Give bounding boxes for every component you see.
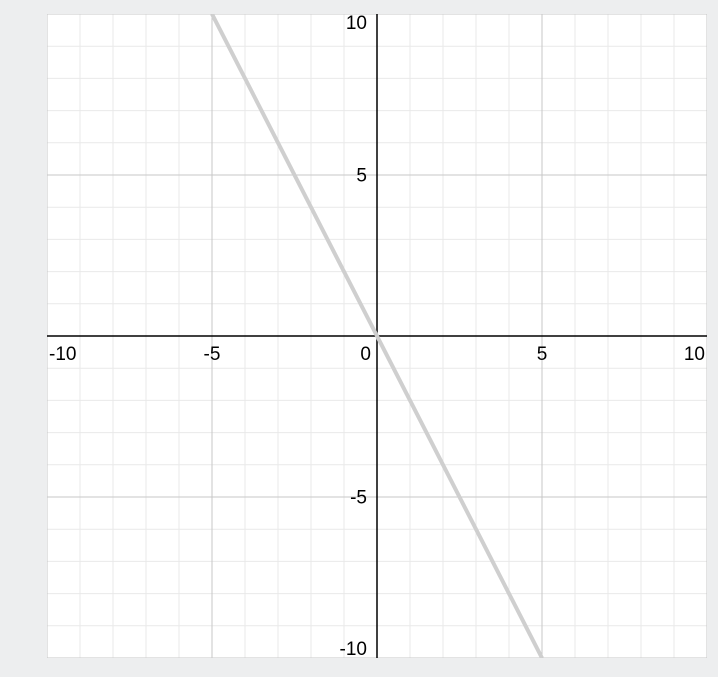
chart-plot-area: -10 -5 0 5 10 10 5 -5 -10 bbox=[47, 14, 707, 658]
x-tick-label: 10 bbox=[684, 344, 705, 365]
y-tick-label: -5 bbox=[350, 488, 367, 509]
x-tick-label: -5 bbox=[204, 344, 221, 365]
y-tick-label: 5 bbox=[356, 166, 367, 187]
x-tick-label: 0 bbox=[360, 344, 371, 365]
y-tick-label: 10 bbox=[346, 14, 367, 34]
chart-svg: -10 -5 0 5 10 10 5 -5 -10 bbox=[47, 14, 707, 658]
x-tick-label: -10 bbox=[49, 344, 76, 365]
x-tick-label: 5 bbox=[537, 344, 548, 365]
y-tick-label: -10 bbox=[340, 639, 367, 658]
